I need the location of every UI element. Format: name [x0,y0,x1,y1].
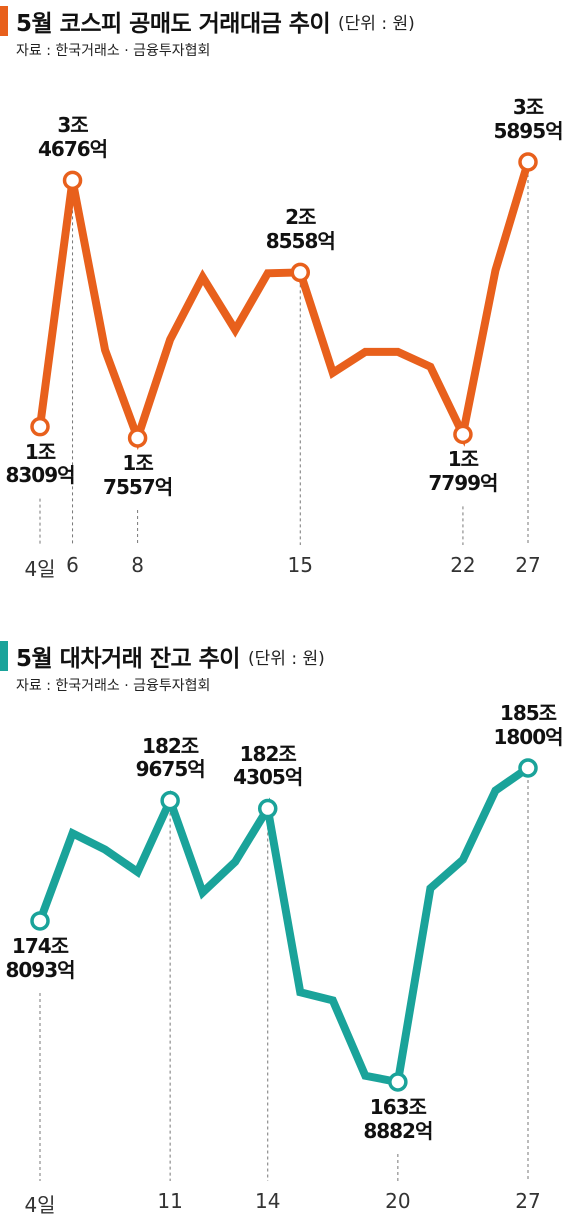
x-tick-label: 15 [287,553,313,577]
source-note: 자료 : 한국거래소 · 금융투자협회 [16,678,211,694]
point-marker [160,790,180,811]
value-label: 174조 8093억 [5,933,75,982]
value-label: 185조 1800억 [493,701,563,749]
unit-note: (단위 : 원) [338,14,415,34]
title-bar [0,641,8,671]
point-marker [453,424,473,445]
point-marker [62,170,83,191]
point-marker [30,911,50,931]
x-tick-label: 14 [254,1189,281,1213]
chart-title: 5월 대차거래 잔고 추이 [16,646,240,672]
x-tick-label: 4일 [24,1193,56,1217]
value-label: 182조 4305억 [233,741,303,790]
point-marker [30,416,50,437]
value-label: 3조 5895억 [493,95,563,143]
value-label: 1조 7557억 [103,451,173,499]
x-tick-label: 27 [515,553,541,577]
point-marker [518,152,538,172]
x-tick-label: 20 [385,1189,411,1213]
value-label: 182조 9675억 [135,733,206,782]
source-note: 자료 : 한국거래소 · 금융투자협회 [16,43,211,59]
data-line [36,764,531,1087]
unit-note: (단위 : 원) [248,649,325,669]
point-marker [290,262,311,283]
chart-panel: 5월 코스피 공매도 거래대금 추이 (단위 : 원) 자료 : 한국거래소 · 금… [0,6,564,581]
x-tick-label: 6 [66,553,79,577]
chart-svg [30,758,538,1181]
chart-svg [30,152,538,545]
point-marker [518,758,538,778]
value-label: 2조 8558억 [265,205,336,254]
value-label: 1조 8309억 [5,439,75,488]
value-label: 1조 7799억 [428,447,498,495]
x-tick-label: 4일 [24,557,56,581]
value-label: 3조 4676억 [37,113,108,161]
point-marker [257,798,278,819]
chart-title: 5월 코스피 공매도 거래대금 추이 [16,11,331,37]
value-label: 163조 8882억 [363,1095,433,1143]
chart-panel: 5월 대차거래 잔고 추이 (단위 : 원) 자료 : 한국거래소 · 금융투자협회… [0,611,570,1222]
x-tick-label: 11 [157,1189,183,1213]
x-tick-label: 8 [131,553,144,577]
x-tick-label: 22 [450,553,476,577]
point-marker [388,1072,408,1092]
x-tick-label: 27 [515,1189,541,1213]
point-marker [127,428,148,448]
title-bar [0,6,8,36]
data-line [36,160,532,451]
